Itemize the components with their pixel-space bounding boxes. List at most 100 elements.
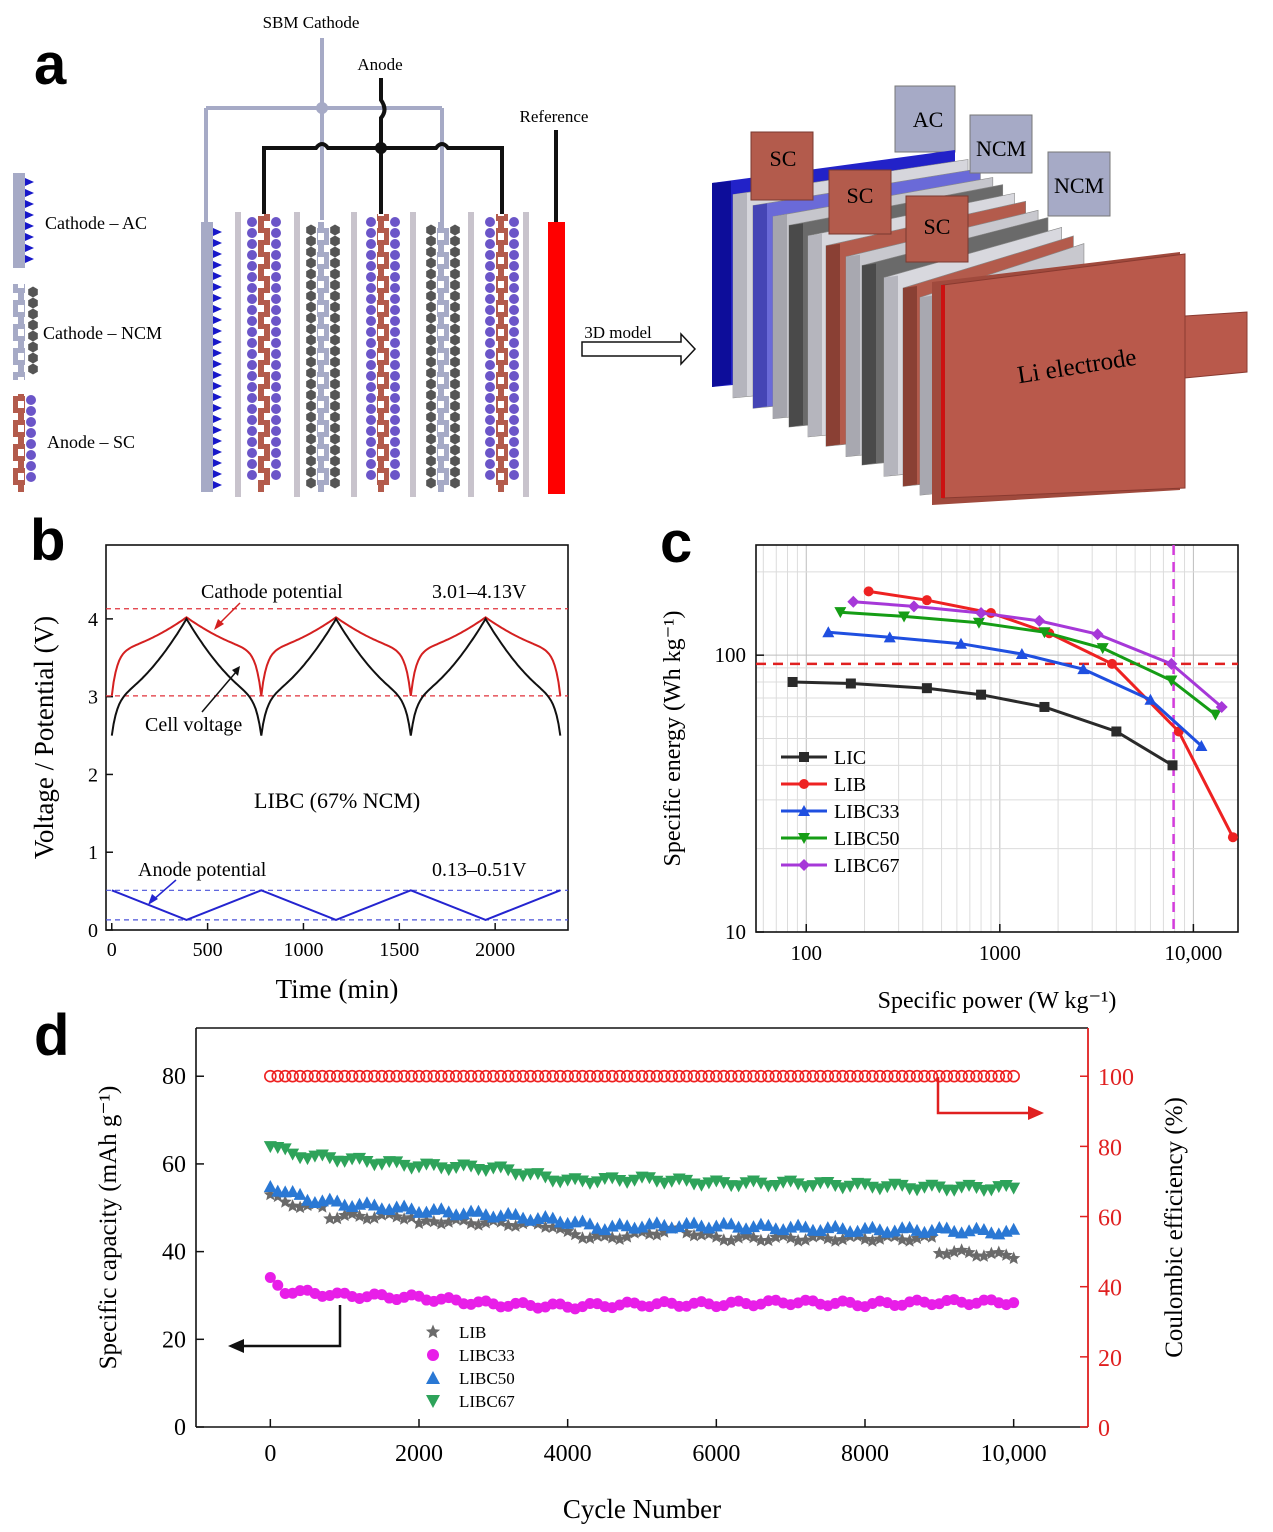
chart-d-point-4-6000	[710, 1069, 723, 1083]
chart-d-point-2-4200	[576, 1214, 590, 1227]
3d-model-arrow: 3D model	[581, 323, 697, 366]
chart-d-point-0-4600	[605, 1230, 619, 1244]
chart-d-point-4-4000	[561, 1069, 574, 1083]
chart-d-point-2-1000	[338, 1198, 352, 1211]
chart-d-point-3-8000	[858, 1178, 872, 1191]
reference-label: Reference	[520, 107, 589, 126]
chart-d-point-4-9400	[962, 1069, 976, 1083]
chart-b-arrowhead-anode	[148, 894, 158, 905]
chart-d-point-3-5400	[665, 1175, 679, 1188]
chart-d-point-3-2500	[449, 1161, 463, 1174]
chart-d-point-4-7000	[784, 1069, 797, 1083]
chart-d-point-4-1500	[375, 1069, 389, 1083]
panel-d: d 0 2000 4000 6000 8000 10,000 0 20 40 60 80 0 20 40 6…	[34, 1003, 1188, 1524]
chart-d-point-2-4700	[613, 1217, 627, 1230]
chart-d-point-2-4800	[620, 1219, 634, 1232]
chart-d-point-0-1800	[397, 1212, 411, 1225]
chart-b-annotation-cell: Cell voltage	[145, 714, 242, 736]
chart-d-point-2-3400	[516, 1211, 530, 1224]
chart-d-point-3-2200	[427, 1159, 441, 1172]
chart-d-point-3-2000	[412, 1161, 426, 1174]
panel-label-d: d	[34, 1003, 69, 1068]
chart-d-point-0-2300	[434, 1216, 448, 1230]
chart-d-arrowhead-right	[1028, 1106, 1044, 1120]
chart-d-point-4-7800	[843, 1069, 857, 1083]
chart-d-point-4-800	[323, 1069, 337, 1083]
chart-d-point-3-7500	[821, 1176, 835, 1189]
chart-d-point-0-5800	[694, 1227, 709, 1241]
chart-d-point-3-4900	[628, 1174, 642, 1187]
chart-d-point-0-4200	[575, 1231, 590, 1244]
chart-b-ytick-label-3: 3	[88, 687, 98, 709]
chart-d-point-0-7500	[821, 1231, 835, 1245]
chart-d-point-4-8100	[866, 1069, 879, 1083]
chart-d-point-4-400	[293, 1069, 307, 1083]
legend-item-ac: Cathode – AC	[13, 173, 147, 268]
chart-c-point-libc67-5	[1165, 657, 1178, 670]
chart-d-point-3-7700	[836, 1182, 850, 1195]
chart-b-xlabel: Time (min)	[276, 974, 399, 1004]
chart-d-point-0-7100	[791, 1233, 805, 1247]
chart-d-point-0-1100	[345, 1206, 359, 1220]
chart-d-point-4-6200	[724, 1069, 738, 1083]
chart-c-legend-marker-4	[798, 859, 810, 871]
chart-c-xlabel: Specific power (W kg⁻¹)	[878, 988, 1117, 1014]
ncm-cathode-electrode-2	[426, 222, 460, 492]
chart-d-point-4-200	[278, 1069, 292, 1083]
chart-c-grid	[756, 545, 1238, 932]
chart-d-point-2-6200	[724, 1217, 738, 1230]
chart-c-series-lic	[787, 676, 1178, 771]
chart-d-point-3-1200	[353, 1152, 367, 1165]
reference-wiring	[548, 130, 565, 494]
chart-d-point-0-9900	[999, 1248, 1013, 1261]
chart-d-point-4-4900	[628, 1069, 641, 1083]
chart-d-point-0-2100	[419, 1213, 434, 1227]
reference-electrode	[548, 222, 565, 494]
chart-c-legend-label-1: LIB	[834, 774, 866, 796]
chart-c-point-libc67-2	[975, 607, 988, 620]
chart-d-point-4-1200	[353, 1069, 366, 1083]
chart-d-point-3-8200	[873, 1183, 887, 1196]
chart-d-point-4-1600	[382, 1069, 396, 1083]
chart-d-point-0-8500	[895, 1232, 909, 1246]
legend-label-sc: Anode – SC	[47, 432, 135, 452]
chart-d-legend-label-3: LIBC67	[459, 1392, 515, 1411]
chart-d-point-4-7700	[836, 1069, 850, 1083]
3d-model-label: 3D model	[584, 323, 652, 342]
chart-d-ytick-label-4: 80	[162, 1064, 186, 1090]
chart-c-series-libc50	[834, 607, 1222, 721]
chart-d-point-0-8600	[902, 1234, 917, 1247]
chart-b-series-anode	[111, 889, 561, 921]
chart-d-point-0-5700	[687, 1228, 701, 1242]
chart-d-point-0-2000	[412, 1216, 426, 1229]
chart-d-point-0-9700	[984, 1246, 998, 1260]
chart-c-point-lic-5	[1111, 726, 1122, 737]
panel-label-c: c	[660, 510, 692, 575]
chart-b-ytick-label-1: 1	[88, 842, 98, 864]
chart-d-point-2-6700	[761, 1218, 775, 1231]
chart-c-point-lib-4	[1107, 658, 1118, 669]
chart-d-point-4-1100	[345, 1069, 359, 1083]
chart-d-point-4-3700	[539, 1069, 552, 1083]
chart-d-point-4-500	[301, 1069, 314, 1083]
chart-c-ylabel: Specific energy (Wh kg⁻¹)	[660, 611, 686, 867]
chart-d-point-0-0	[263, 1187, 277, 1201]
chart-d-point-3-5900	[702, 1177, 716, 1190]
sc-anode-electrode-1	[247, 214, 281, 492]
chart-c-legend-marker-0	[799, 752, 809, 762]
chart-d-point-4-8700	[910, 1069, 924, 1083]
chart-d-point-4-6100	[717, 1069, 731, 1083]
panel-label-a: a	[34, 32, 67, 97]
chart-d-point-3-6100	[717, 1177, 731, 1190]
chart-c-point-lib-1	[921, 595, 932, 606]
chart-c-series-libc33	[822, 626, 1208, 751]
separators	[235, 212, 529, 497]
chart-d-point-3-1000	[338, 1155, 352, 1168]
chart-d-point-4-5500	[672, 1069, 686, 1083]
chart-d-point-2-300	[286, 1185, 300, 1198]
chart-d-point-3-7300	[806, 1180, 820, 1193]
chart-d-point-2-5200	[650, 1216, 664, 1229]
chart-d-point-4-1400	[368, 1069, 381, 1083]
chart-d-legend-marker-1	[427, 1349, 439, 1361]
